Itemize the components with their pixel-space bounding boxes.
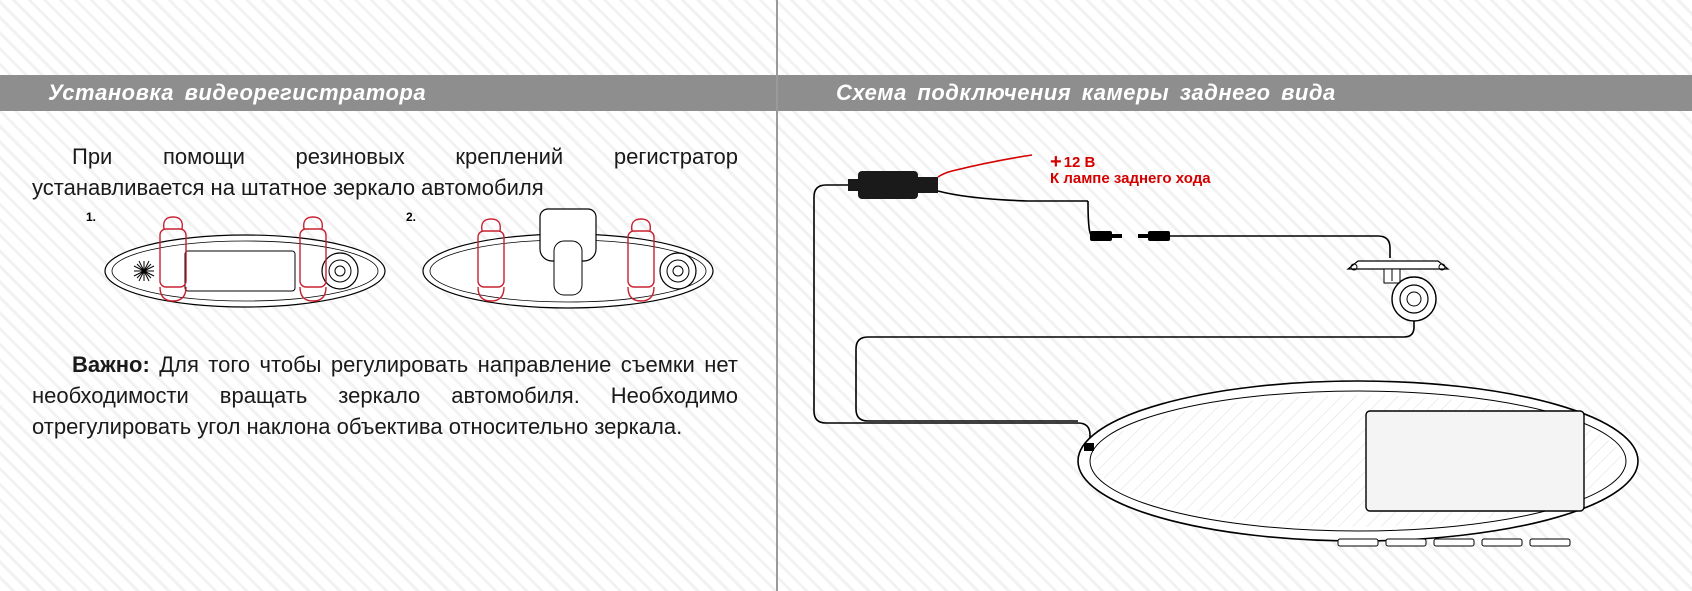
power-wire-icon <box>938 155 1032 177</box>
left-header: Установка видеорегистратора <box>0 75 776 111</box>
left-page: Установка видеорегистратора При помощи р… <box>0 0 776 591</box>
right-header: Схема подключения камеры заднего вида <box>778 75 1692 111</box>
left-paragraph-1: При помощи резиновых креплений регистрат… <box>32 142 738 204</box>
mirror-device-icon <box>1078 381 1638 546</box>
important-label: Важно: <box>72 352 150 377</box>
illustration-label-1: 1. <box>86 210 96 224</box>
inline-plug-icon <box>1090 231 1170 241</box>
right-header-text: Схема подключения камеры заднего вида <box>836 80 1336 106</box>
right-page: Схема подключения камеры заднего вида +1… <box>778 0 1692 591</box>
left-paragraph-2: Важно: Для того чтобы регулировать напра… <box>32 350 738 442</box>
mirror-front-illustration <box>100 215 390 315</box>
illustration-label-2: 2. <box>406 210 416 224</box>
rear-camera-icon <box>1348 261 1448 321</box>
cable-connector-icon <box>848 171 938 199</box>
wiring-diagram <box>778 111 1692 591</box>
left-header-text: Установка видеорегистратора <box>48 80 426 106</box>
mirror-back-illustration <box>418 205 718 320</box>
